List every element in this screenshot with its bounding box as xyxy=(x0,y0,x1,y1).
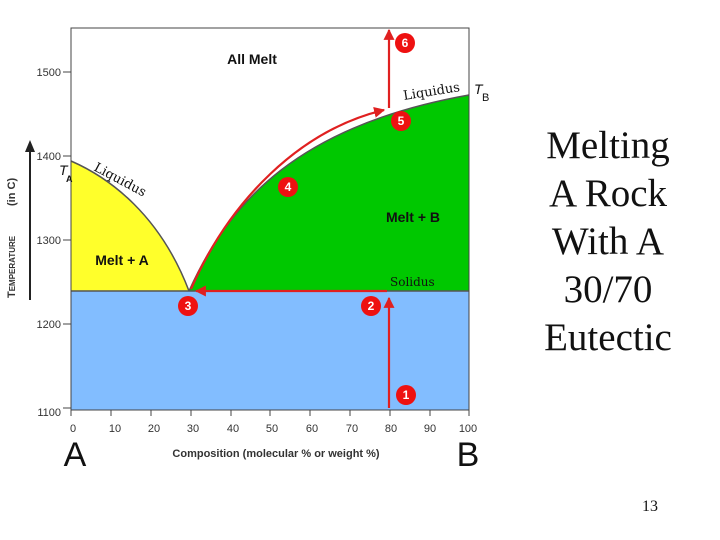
x-tick-40: 40 xyxy=(227,423,239,435)
melt-a-region xyxy=(71,161,189,291)
tb-label: T xyxy=(474,81,484,97)
x-tick-marks xyxy=(70,410,470,416)
tb-subscript: B xyxy=(482,92,489,104)
ta-label: T xyxy=(59,162,69,178)
step-marker-4 xyxy=(278,177,298,197)
step-marker-1 xyxy=(396,385,416,405)
path-arrow-3-5 xyxy=(189,106,386,290)
x-tick-20: 20 xyxy=(148,423,160,435)
slide-title: Melting A Rock With A 30/70 Eutectic xyxy=(544,124,672,359)
x-axis-label: Composition (molecular % or weight %) xyxy=(172,448,380,460)
step-label-2: 2 xyxy=(368,299,375,313)
step-marker-3 xyxy=(178,296,198,316)
x-tick-70: 70 xyxy=(346,423,358,435)
melt-a-label: Melt + A xyxy=(95,252,149,268)
step-label-5: 5 xyxy=(398,114,405,128)
step-label-3: 3 xyxy=(185,299,192,313)
x-tick-90: 90 xyxy=(424,423,436,435)
step-label-1: 1 xyxy=(403,388,410,402)
y-axis-unit: (in C) xyxy=(6,178,18,206)
x-tick-80: 80 xyxy=(385,423,397,435)
x-tick-10: 10 xyxy=(109,423,121,435)
x-tick-0: 0 xyxy=(70,423,76,435)
step-label-4: 4 xyxy=(285,180,292,194)
step-marker-6 xyxy=(395,33,415,53)
liquidus-left-line xyxy=(70,160,190,292)
all-melt-label: All Melt xyxy=(227,51,277,67)
melt-b-label: Melt + B xyxy=(386,209,440,225)
y-axis-label: Temperature xyxy=(6,235,18,298)
y-tick-1200: 1200 xyxy=(37,319,61,331)
y-tick-marks xyxy=(63,71,71,409)
x-tick-50: 50 xyxy=(266,423,278,435)
melt-b-region xyxy=(189,95,469,291)
y-tick-1300: 1300 xyxy=(37,235,61,247)
x-tick-60: 60 xyxy=(306,423,318,435)
step-marker-5 xyxy=(391,111,411,131)
solidus-label: Solidus xyxy=(390,275,435,289)
ta-subscript: A xyxy=(66,174,73,184)
y-tick-1100: 1100 xyxy=(37,407,61,419)
y-axis-arrowhead xyxy=(25,140,35,152)
end-member-b-label: B xyxy=(457,436,480,474)
x-tick-100: 100 xyxy=(459,423,477,435)
step-label-6: 6 xyxy=(402,36,409,50)
page-number: 13 xyxy=(642,498,658,515)
end-member-a-label: A xyxy=(64,436,87,474)
y-tick-1400: 1400 xyxy=(37,151,61,163)
x-tick-30: 30 xyxy=(187,423,199,435)
y-tick-1500: 1500 xyxy=(37,67,61,79)
step-marker-2 xyxy=(361,296,381,316)
